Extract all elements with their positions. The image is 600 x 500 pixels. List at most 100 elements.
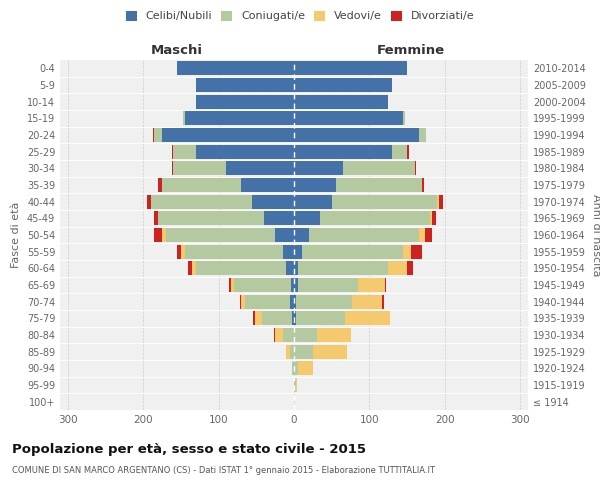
Bar — [296, 294, 352, 308]
Bar — [253, 311, 255, 326]
Bar — [241, 178, 294, 192]
Bar — [241, 294, 245, 308]
Legend: Celibi/Nubili, Coniugati/e, Vedovi/e, Divorziati/e: Celibi/Nubili, Coniugati/e, Vedovi/e, Di… — [125, 10, 475, 22]
Bar — [382, 294, 384, 308]
Bar — [385, 278, 386, 292]
Bar — [283, 244, 294, 259]
Bar — [294, 344, 313, 359]
Bar — [296, 378, 297, 392]
Bar — [154, 128, 162, 142]
Bar — [388, 261, 407, 276]
Y-axis label: Anni di nascita: Anni di nascita — [591, 194, 600, 276]
Bar — [344, 311, 390, 326]
Bar — [294, 244, 302, 259]
Bar — [439, 194, 443, 209]
Bar — [313, 344, 347, 359]
Bar — [403, 244, 411, 259]
Bar — [185, 244, 283, 259]
Bar — [154, 228, 162, 242]
Bar — [291, 278, 294, 292]
Bar — [430, 211, 432, 226]
Bar — [162, 228, 166, 242]
Bar — [253, 194, 294, 209]
Bar — [320, 211, 430, 226]
Bar — [294, 94, 388, 109]
Bar — [274, 328, 275, 342]
Bar — [292, 361, 294, 376]
Bar — [177, 62, 294, 76]
Bar — [275, 228, 294, 242]
Bar — [173, 162, 226, 175]
Bar — [158, 178, 162, 192]
Bar — [294, 294, 296, 308]
Bar — [196, 78, 294, 92]
Bar — [419, 228, 425, 242]
Bar — [147, 194, 151, 209]
Bar — [411, 244, 422, 259]
Bar — [239, 294, 241, 308]
Bar — [415, 162, 416, 175]
Bar — [262, 311, 292, 326]
Bar — [294, 311, 296, 326]
Bar — [192, 261, 196, 276]
Bar — [294, 211, 320, 226]
Bar — [172, 162, 173, 175]
Bar — [425, 228, 432, 242]
Bar — [196, 144, 294, 159]
Bar — [296, 311, 344, 326]
Bar — [245, 294, 290, 308]
Bar — [275, 328, 283, 342]
Bar — [162, 128, 294, 142]
Bar — [294, 194, 332, 209]
Bar — [309, 228, 419, 242]
Bar — [235, 278, 291, 292]
Y-axis label: Fasce di età: Fasce di età — [11, 202, 21, 268]
Bar — [294, 178, 335, 192]
Bar — [264, 211, 294, 226]
Bar — [298, 361, 313, 376]
Text: Maschi: Maschi — [151, 44, 203, 57]
Bar — [335, 178, 422, 192]
Bar — [162, 178, 241, 192]
Bar — [298, 278, 358, 292]
Bar — [403, 112, 405, 126]
Bar — [294, 261, 298, 276]
Bar — [294, 62, 407, 76]
Bar — [407, 144, 409, 159]
Bar — [298, 261, 388, 276]
Text: COMUNE DI SAN MARCO ARGENTANO (CS) - Dati ISTAT 1° gennaio 2015 - Elaborazione T: COMUNE DI SAN MARCO ARGENTANO (CS) - Dat… — [12, 466, 435, 475]
Bar — [173, 144, 196, 159]
Bar — [422, 178, 424, 192]
Bar — [352, 294, 382, 308]
Bar — [294, 78, 392, 92]
Bar — [185, 112, 294, 126]
Bar — [432, 211, 436, 226]
Bar — [196, 94, 294, 109]
Bar — [294, 112, 403, 126]
Bar — [229, 278, 230, 292]
Bar — [317, 328, 350, 342]
Bar — [255, 311, 262, 326]
Bar — [188, 261, 192, 276]
Bar — [294, 228, 309, 242]
Bar — [290, 294, 294, 308]
Bar — [294, 378, 296, 392]
Bar — [358, 278, 385, 292]
Bar — [343, 162, 415, 175]
Bar — [196, 261, 286, 276]
Bar — [158, 211, 264, 226]
Bar — [294, 128, 419, 142]
Bar — [286, 344, 290, 359]
Bar — [181, 244, 185, 259]
Bar — [294, 328, 317, 342]
Bar — [283, 328, 294, 342]
Bar — [294, 278, 298, 292]
Bar — [290, 344, 294, 359]
Bar — [172, 144, 173, 159]
Bar — [302, 244, 403, 259]
Bar — [230, 278, 235, 292]
Bar — [166, 228, 275, 242]
Bar — [294, 361, 298, 376]
Bar — [292, 311, 294, 326]
Text: Popolazione per età, sesso e stato civile - 2015: Popolazione per età, sesso e stato civil… — [12, 442, 366, 456]
